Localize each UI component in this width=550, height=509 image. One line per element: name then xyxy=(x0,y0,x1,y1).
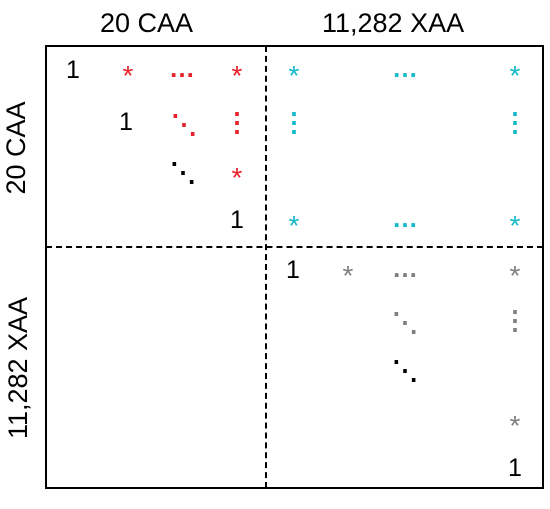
cross-horizontal-ellipsis: … xyxy=(392,53,418,83)
caa-horizontal-ellipsis: … xyxy=(169,53,195,83)
block-separator-vertical xyxy=(265,46,267,488)
cross-vertical-ellipsis: ⋮ xyxy=(281,107,307,137)
column-header-caa: 20 CAA xyxy=(100,8,194,38)
xaa-star: * xyxy=(509,410,521,441)
caa-star: * xyxy=(231,60,243,91)
diagonal-one: 1 xyxy=(66,56,80,84)
cross-vertical-ellipsis: ⋮ xyxy=(502,107,528,137)
row-header-caa: 20 CAA xyxy=(1,101,31,195)
diagonal-one: 1 xyxy=(286,256,300,284)
caa-star: * xyxy=(122,60,134,91)
diagonal-ellipsis: ⋱ xyxy=(170,157,196,187)
xaa-horizontal-ellipsis: … xyxy=(392,253,418,283)
xaa-star: * xyxy=(509,260,521,291)
xaa-star: * xyxy=(342,260,354,291)
caa-star: * xyxy=(231,162,243,193)
diagonal-one: 1 xyxy=(119,108,133,136)
diagonal-one: 1 xyxy=(508,454,522,482)
xaa-vertical-ellipsis: ⋮ xyxy=(502,305,528,335)
cross-horizontal-ellipsis: … xyxy=(392,203,418,233)
cross-star: * xyxy=(288,210,300,241)
caa-diagonal-ellipsis: ⋱ xyxy=(171,109,197,139)
cross-star: * xyxy=(288,60,300,91)
cross-star: * xyxy=(509,210,521,241)
caa-vertical-ellipsis: ⋮ xyxy=(224,107,250,137)
block-separator-horizontal xyxy=(46,246,543,248)
diagonal-one: 1 xyxy=(230,206,244,234)
column-header-xaa: 11,282 XAA xyxy=(322,8,465,38)
diagonal-ellipsis: ⋱ xyxy=(392,355,418,385)
row-header-xaa: 11,282 XAA xyxy=(3,296,33,440)
cross-star: * xyxy=(509,60,521,91)
xaa-diagonal-ellipsis: ⋱ xyxy=(392,307,418,337)
matrix-frame xyxy=(45,45,544,489)
